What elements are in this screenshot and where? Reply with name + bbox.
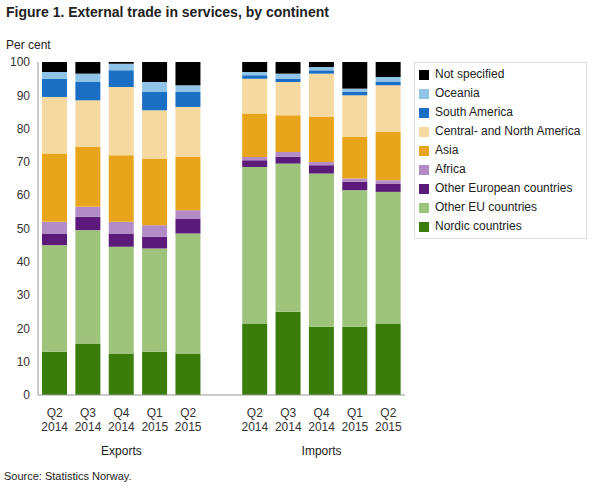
svg-text:30: 30 [17,288,31,302]
svg-text:Q22014: Q22014 [41,406,68,434]
html-text:South America: South America [435,105,513,119]
svg-text:Q22015: Q22015 [175,406,202,434]
svg-text:Q12015: Q12015 [141,406,168,434]
html-text:Figure 1. External trade in se: Figure 1. External trade in services, by… [6,4,329,20]
svg-text:Q22014: Q22014 [242,406,269,434]
html-text:Per cent: Per cent [6,38,51,52]
svg-text:60: 60 [17,188,31,202]
svg-text:100: 100 [10,55,30,69]
svg-text:Q12015: Q12015 [342,406,369,434]
svg-text:80: 80 [17,122,31,136]
svg-text:Q32014: Q32014 [275,406,302,434]
svg-text:90: 90 [17,89,31,103]
html-text:Central- and North America: Central- and North America [435,124,581,138]
html-text:Nordic countries: Nordic countries [435,219,522,233]
svg-text:Q42014: Q42014 [308,406,335,434]
svg-text:20: 20 [17,322,31,336]
html-text:Imports: Imports [301,444,342,458]
html-text:Oceania: Oceania [435,86,480,100]
svg-text:40: 40 [17,255,31,269]
html-text:Not specified: Not specified [435,67,505,81]
html-text:Exports: Exports [101,444,142,458]
svg-text:Q32014: Q32014 [75,406,102,434]
svg-text:50: 50 [17,222,31,236]
html-text:Source: Statistics Norway.: Source: Statistics Norway. [4,470,132,482]
svg-text:Q22015: Q22015 [375,406,402,434]
svg-text:0: 0 [23,388,30,402]
svg-text:10: 10 [17,355,31,369]
svg-text:70: 70 [17,155,31,169]
html-text:Other EU countries: Other EU countries [435,200,537,214]
html-text:Asia: Asia [435,143,459,157]
html-text:Other European countries: Other European countries [435,181,573,195]
svg-text:Q42014: Q42014 [108,406,135,434]
html-text:Africa: Africa [435,162,466,176]
